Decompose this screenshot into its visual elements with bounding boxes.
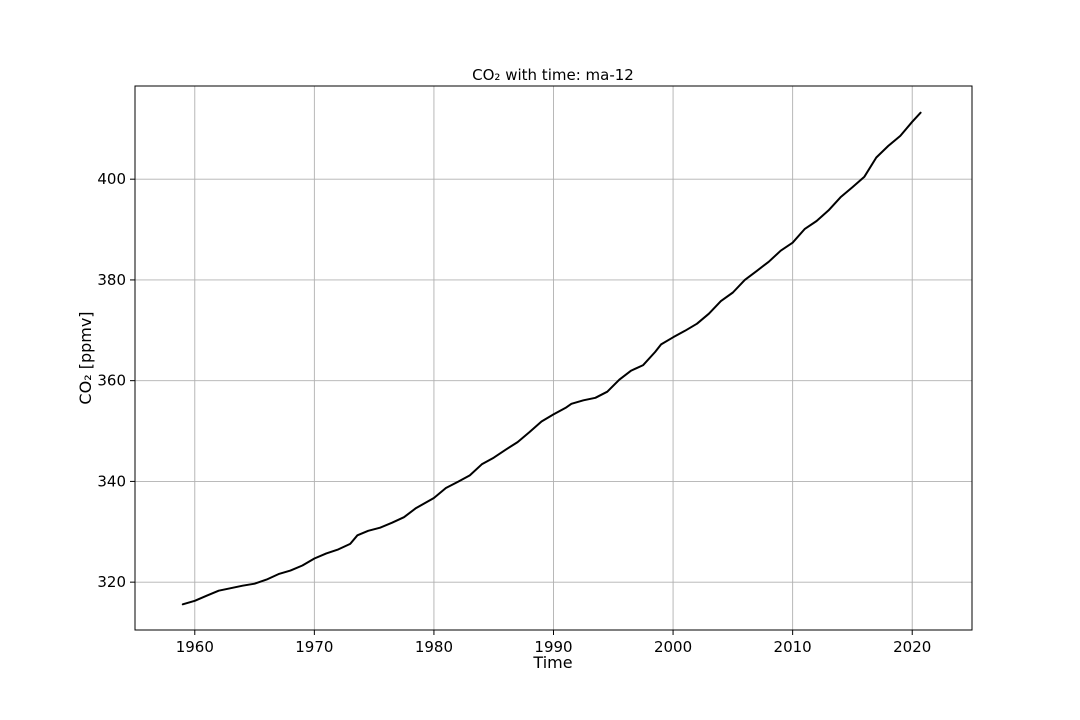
x-tick-label: 1970 bbox=[295, 638, 333, 656]
grid-lines bbox=[135, 86, 972, 630]
x-axis-ticks: 1960 1970 1980 1990 2000 2010 2020 bbox=[176, 630, 931, 656]
y-tick-label: 400 bbox=[97, 170, 126, 188]
y-tick-label: 340 bbox=[97, 472, 126, 490]
x-tick-label: 1980 bbox=[415, 638, 453, 656]
x-tick-label: 1960 bbox=[176, 638, 214, 656]
x-tick-label: 2010 bbox=[774, 638, 812, 656]
y-tick-label: 320 bbox=[97, 573, 126, 591]
x-tick-label: 2020 bbox=[893, 638, 931, 656]
data-line-layer bbox=[181, 111, 922, 606]
y-tick-label: 380 bbox=[97, 271, 126, 289]
chart-title: CO₂ with time: ma-12 bbox=[472, 66, 634, 84]
x-tick-label: 2000 bbox=[654, 638, 692, 656]
y-axis-ticks: 320 340 360 380 400 bbox=[97, 170, 135, 591]
x-axis-label: Time bbox=[532, 653, 572, 672]
x-tick-label: 1990 bbox=[534, 638, 572, 656]
co2-series-line bbox=[181, 111, 922, 606]
y-tick-label: 360 bbox=[97, 372, 126, 390]
y-axis-label: CO₂ [ppmv] bbox=[76, 311, 95, 404]
